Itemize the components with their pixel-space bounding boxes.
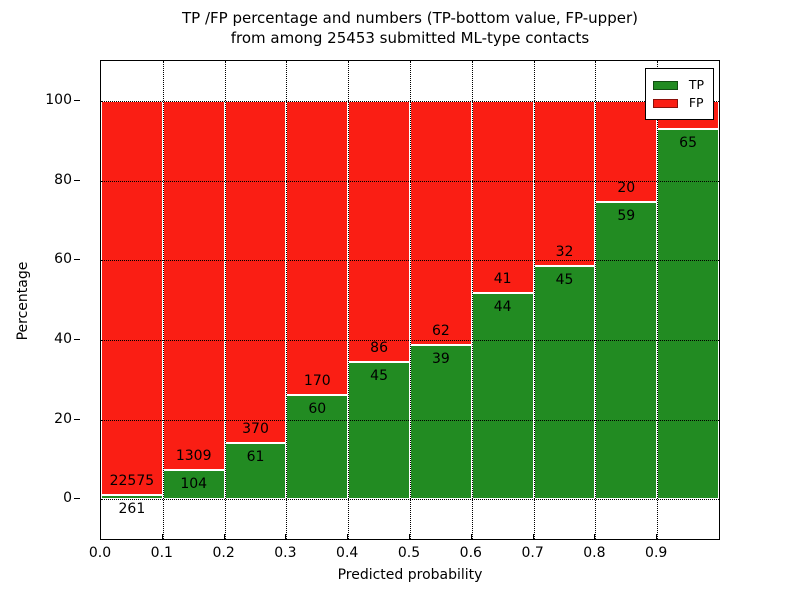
- y-axis-label: Percentage: [15, 261, 31, 341]
- y-tick-mark: [74, 179, 80, 181]
- tp-count-annotation: 104: [180, 475, 208, 492]
- gridline-vertical: [348, 61, 350, 539]
- x-tick-label: 0.5: [397, 545, 421, 561]
- y-tick-mark: [74, 498, 80, 500]
- x-tick-mark: [223, 534, 225, 539]
- x-tick-label: 0.4: [336, 545, 359, 561]
- x-tick-label: 0.6: [459, 545, 482, 561]
- legend: TP FP: [644, 68, 714, 120]
- gridline-vertical: [533, 61, 535, 539]
- bar-segment-tp: [533, 266, 596, 500]
- chart-title-line1: TP /FP percentage and numbers (TP-bottom…: [182, 9, 638, 27]
- bar-segment-fp: [410, 100, 472, 346]
- bar-segment-fp: [348, 100, 410, 363]
- x-tick-mark: [594, 534, 596, 539]
- y-tick-mark: [74, 259, 80, 261]
- chart-title: TP /FP percentage and numbers (TP-bottom…: [100, 8, 720, 48]
- bar-segment-fp: [101, 100, 163, 495]
- y-tick-label: 20: [54, 410, 72, 427]
- bar-segment-tp: [595, 201, 658, 500]
- tp-count-annotation: 59: [617, 207, 636, 224]
- legend-swatch-fp: [652, 98, 678, 108]
- fp-count-annotation: 20: [617, 179, 636, 196]
- tp-count-annotation: 44: [493, 298, 512, 315]
- tp-count-annotation: 261: [118, 500, 146, 517]
- y-tick-label: 60: [54, 251, 72, 268]
- gridline-vertical: [162, 61, 164, 539]
- x-tick-label: 0.8: [583, 545, 606, 561]
- gridline-vertical: [410, 61, 411, 539]
- gridline-vertical: [657, 61, 659, 539]
- bar-segment-fp: [533, 100, 596, 267]
- x-tick-mark: [100, 534, 101, 539]
- gridline-vertical: [286, 61, 288, 539]
- plot-area: 22575 261 1309 104 370 61 170 60 86 45 62 39 41 44 32 4…: [100, 60, 720, 540]
- legend-entry: TP: [652, 77, 704, 92]
- tp-count-annotation: 45: [370, 368, 389, 385]
- x-tick-label: 0.3: [274, 545, 297, 561]
- fp-count-annotation: 41: [493, 271, 512, 288]
- legend-label: FP: [688, 95, 704, 110]
- x-axis-label: Predicted probability: [337, 567, 483, 583]
- y-tick-mark: [74, 418, 80, 420]
- y-tick-label: 100: [45, 91, 72, 108]
- fp-count-annotation: 1309: [175, 447, 212, 464]
- y-tick-label: 0: [63, 490, 72, 507]
- legend-label: TP: [688, 77, 704, 92]
- chart-title-line2: from among 25453 submitted ML-type conta…: [230, 29, 590, 47]
- bar-segment-fp: [286, 100, 349, 396]
- fp-count-annotation: 32: [555, 244, 574, 261]
- bar-segment-tp: [224, 442, 287, 500]
- bar-segment-tp: [101, 494, 163, 500]
- fp-count-annotation: 170: [303, 373, 331, 390]
- gridlines-layer: [101, 61, 719, 539]
- bars-layer: [101, 61, 719, 539]
- bar-segment-tp: [657, 129, 719, 500]
- fp-count-annotation: 22575: [109, 472, 155, 489]
- x-tick-label: 0.9: [645, 545, 668, 561]
- tp-count-annotation: 60: [308, 401, 327, 418]
- legend-swatch-tp: [652, 80, 678, 90]
- fp-count-annotation: 86: [370, 340, 389, 357]
- tp-count-annotation: 61: [246, 448, 265, 465]
- fp-count-annotation: 370: [242, 420, 269, 437]
- bar-segment-tp: [348, 362, 410, 500]
- x-tick-label: 0.0: [88, 545, 112, 561]
- gridline-vertical: [471, 61, 473, 539]
- bar-segment-tp: [286, 395, 349, 500]
- y-tick-label: 80: [54, 171, 72, 188]
- annotations-layer: 22575 261 1309 104 370 61 170 60 86 45 62 39 41 44 32 4…: [101, 61, 719, 539]
- x-tick-label: 0.2: [212, 545, 235, 561]
- x-tick-mark: [409, 534, 410, 539]
- x-tick-mark: [532, 534, 534, 539]
- tp-count-annotation: 39: [431, 351, 450, 368]
- tp-count-annotation: 65: [679, 135, 698, 152]
- y-tick-mark: [74, 338, 80, 340]
- fp-count-annotation: 62: [431, 323, 450, 340]
- x-tick-label: 0.1: [150, 545, 173, 561]
- y-tick-label: 40: [54, 330, 72, 347]
- gridline-vertical: [224, 61, 226, 539]
- y-tick-mark: [74, 99, 80, 101]
- x-tick-label: 0.7: [521, 545, 544, 561]
- x-tick-mark: [656, 534, 658, 539]
- gridline-vertical: [595, 61, 597, 539]
- x-tick-mark: [470, 534, 472, 539]
- tp-count-annotation: 45: [555, 272, 574, 289]
- x-tick-mark: [285, 534, 287, 539]
- x-tick-mark: [161, 534, 163, 539]
- bar-segment-fp: [162, 100, 225, 470]
- x-tick-mark: [347, 534, 349, 539]
- legend-entry: FP: [652, 95, 704, 110]
